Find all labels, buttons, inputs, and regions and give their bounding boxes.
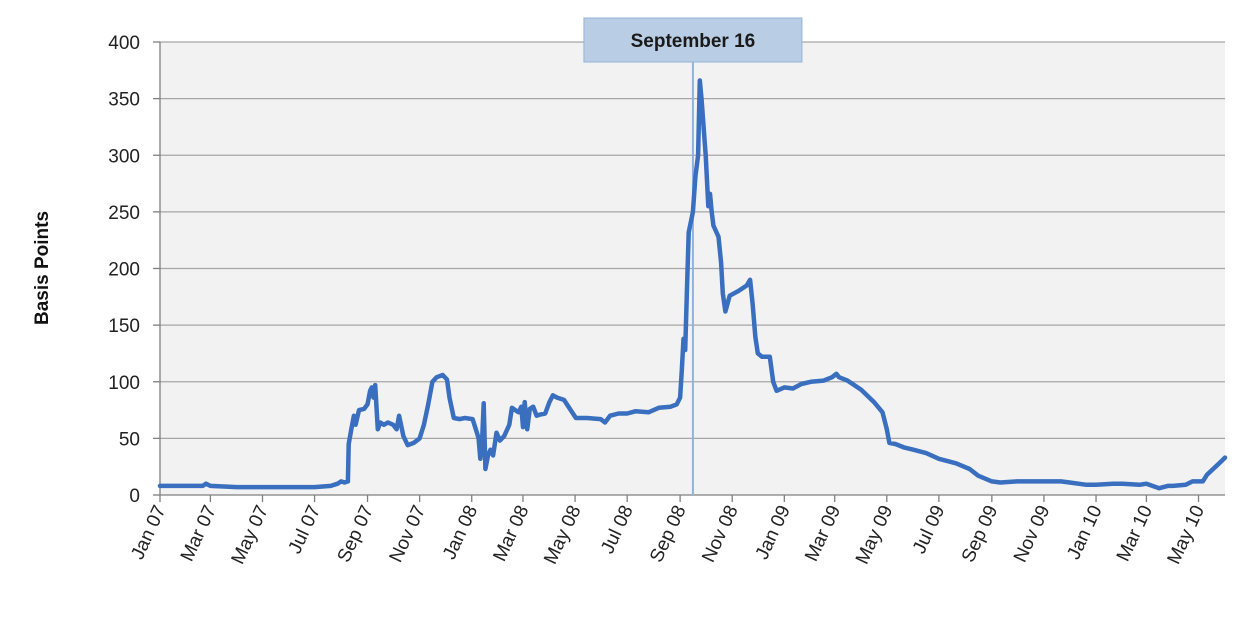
y-tick-label: 100 [108,373,140,394]
annotation-label: September 16 [631,31,756,52]
x-tick-label: May 07 [228,502,273,567]
y-tick-label: 350 [108,90,140,111]
x-tick-label: May 09 [852,502,897,567]
x-tick-label: Nov 07 [386,502,430,565]
y-tick-labels: 0 50 100 150 200 250 300 350 400 [108,33,140,507]
y-tick-label: 150 [108,316,140,337]
x-tick-label: Sep 09 [958,502,1002,565]
x-tick-label: May 08 [540,502,585,567]
y-tick-label: 250 [108,203,140,224]
x-tick-label: Sep 08 [646,502,690,565]
x-tick-label: Jan 08 [439,502,482,563]
x-tick-label: Jul 08 [597,502,637,557]
x-tick-label: Mar 09 [801,502,845,564]
x-tick-label: Mar 08 [489,502,533,564]
x-tick-label: Jul 07 [285,502,325,557]
x-tick-label: Jan 09 [752,502,795,563]
x-tick-label: May 10 [1164,502,1209,567]
x-tick-label: Sep 07 [334,502,378,565]
x-tick-label: Jan 10 [1063,502,1106,563]
y-tick-label: 50 [119,429,140,450]
y-tick-label: 200 [108,260,140,281]
series [157,78,1228,491]
x-tick-label: Jan 07 [127,502,170,563]
y-axis-title: Basis Points [32,211,53,325]
y-tick-label: 0 [129,486,140,507]
x-tick-label: Nov 08 [698,502,742,565]
y-tick-label: 300 [108,146,140,167]
x-tick-label: Mar 10 [1113,502,1157,564]
y-tick-label: 400 [108,33,140,54]
x-tick-labels: Jan 07 Mar 07 May 07 Jul 07 Sep 07 Nov 07 Jan … [127,502,1209,567]
series-line [157,78,1228,491]
x-tick-label: Nov 09 [1010,502,1054,565]
x-tick-label: Mar 07 [177,502,221,564]
annotation-box [583,17,803,63]
x-tick-label: Jul 09 [909,502,949,557]
annotation-marker: September 16 [583,17,803,495]
